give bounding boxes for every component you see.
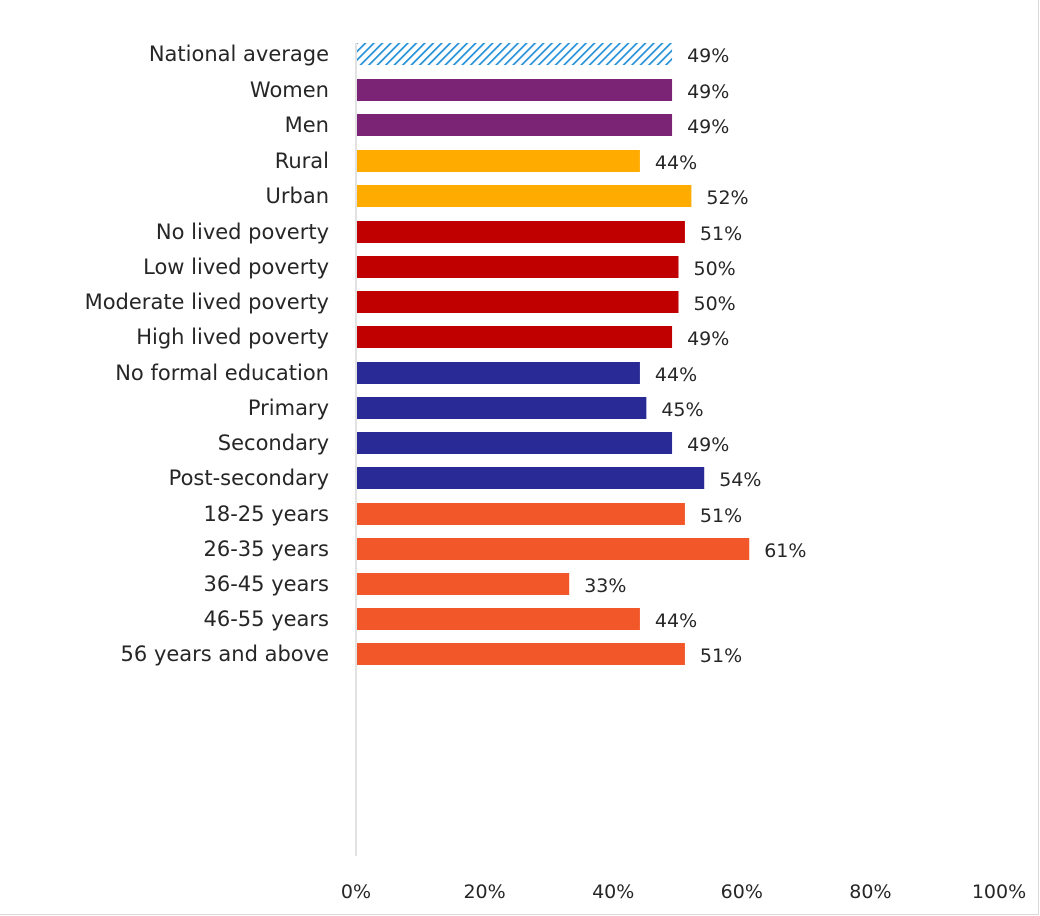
bar-women — [357, 79, 673, 101]
category-label-low-lived-poverty: Low lived poverty — [143, 255, 329, 279]
data-label-urban: 52% — [706, 187, 748, 209]
bar-no-formal-education — [357, 362, 640, 384]
category-label-post-secondary: Post-secondary — [169, 466, 329, 490]
bar-low-lived-poverty — [357, 256, 679, 278]
bar-18-25-years — [357, 503, 685, 525]
category-label-urban: Urban — [265, 184, 329, 208]
data-label-men: 49% — [687, 116, 729, 138]
bar-26-35-years — [357, 538, 750, 560]
category-label-national-average: National average — [149, 42, 329, 66]
category-label-rural: Rural — [275, 149, 329, 173]
data-label-no-formal-education: 44% — [655, 364, 697, 386]
data-label-moderate-lived-poverty: 50% — [694, 293, 736, 315]
x-tick-label-0pct: 0% — [341, 881, 371, 903]
bar-56-years-and-above — [357, 643, 685, 665]
bar-urban — [357, 185, 692, 207]
bar-no-lived-poverty — [357, 221, 685, 243]
category-label-56-years-and-above: 56 years and above — [121, 642, 329, 666]
data-label-no-lived-poverty: 51% — [700, 223, 742, 245]
data-label-primary: 45% — [661, 399, 703, 421]
data-label-post-secondary: 54% — [719, 469, 761, 491]
category-label-36-45-years: 36-45 years — [204, 572, 330, 596]
category-label-primary: Primary — [248, 396, 329, 420]
data-label-56-years-and-above: 51% — [700, 645, 742, 667]
data-label-18-25-years: 51% — [700, 505, 742, 527]
category-label-no-lived-poverty: No lived poverty — [156, 220, 329, 244]
category-label-26-35-years: 26-35 years — [204, 537, 330, 561]
data-label-national-average: 49% — [687, 45, 729, 67]
bar-moderate-lived-poverty — [357, 291, 679, 313]
category-label-no-formal-education: No formal education — [115, 361, 329, 385]
data-label-women: 49% — [687, 81, 729, 103]
x-tick-label-80pct: 80% — [849, 881, 891, 903]
bars-layer: National average 49% Women 49% Men 49% Rural 44… — [85, 42, 807, 667]
bar-post-secondary — [357, 467, 705, 489]
category-label-18-25-years: 18-25 years — [204, 502, 330, 526]
bar-36-45-years — [357, 573, 570, 595]
x-tick-label-20pct: 20% — [463, 881, 505, 903]
category-label-men: Men — [285, 113, 329, 137]
category-label-high-lived-poverty: High lived poverty — [136, 325, 329, 349]
data-label-rural: 44% — [655, 152, 697, 174]
data-label-36-45-years: 33% — [584, 575, 626, 597]
bar-secondary — [357, 432, 673, 454]
bar-high-lived-poverty — [357, 326, 673, 348]
x-tick-label-40pct: 40% — [592, 881, 634, 903]
data-label-46-55-years: 44% — [655, 610, 697, 632]
bar-men — [357, 114, 673, 136]
bar-rural — [357, 150, 640, 172]
data-label-26-35-years: 61% — [764, 540, 806, 562]
x-tick-label-100pct: 100% — [972, 881, 1026, 903]
bar-national-average — [357, 43, 673, 65]
category-label-women: Women — [250, 78, 329, 102]
category-label-moderate-lived-poverty: Moderate lived poverty — [85, 290, 329, 314]
x-axis-ticks: 0% 20% 40% 60% 80% 100% — [341, 881, 1026, 903]
data-label-secondary: 49% — [687, 434, 729, 456]
x-tick-label-60pct: 60% — [721, 881, 763, 903]
category-label-secondary: Secondary — [218, 431, 329, 455]
category-label-46-55-years: 46-55 years — [204, 607, 330, 631]
bar-46-55-years — [357, 608, 640, 630]
bar-primary — [357, 397, 647, 419]
data-label-low-lived-poverty: 50% — [694, 258, 736, 280]
data-label-high-lived-poverty: 49% — [687, 328, 729, 350]
